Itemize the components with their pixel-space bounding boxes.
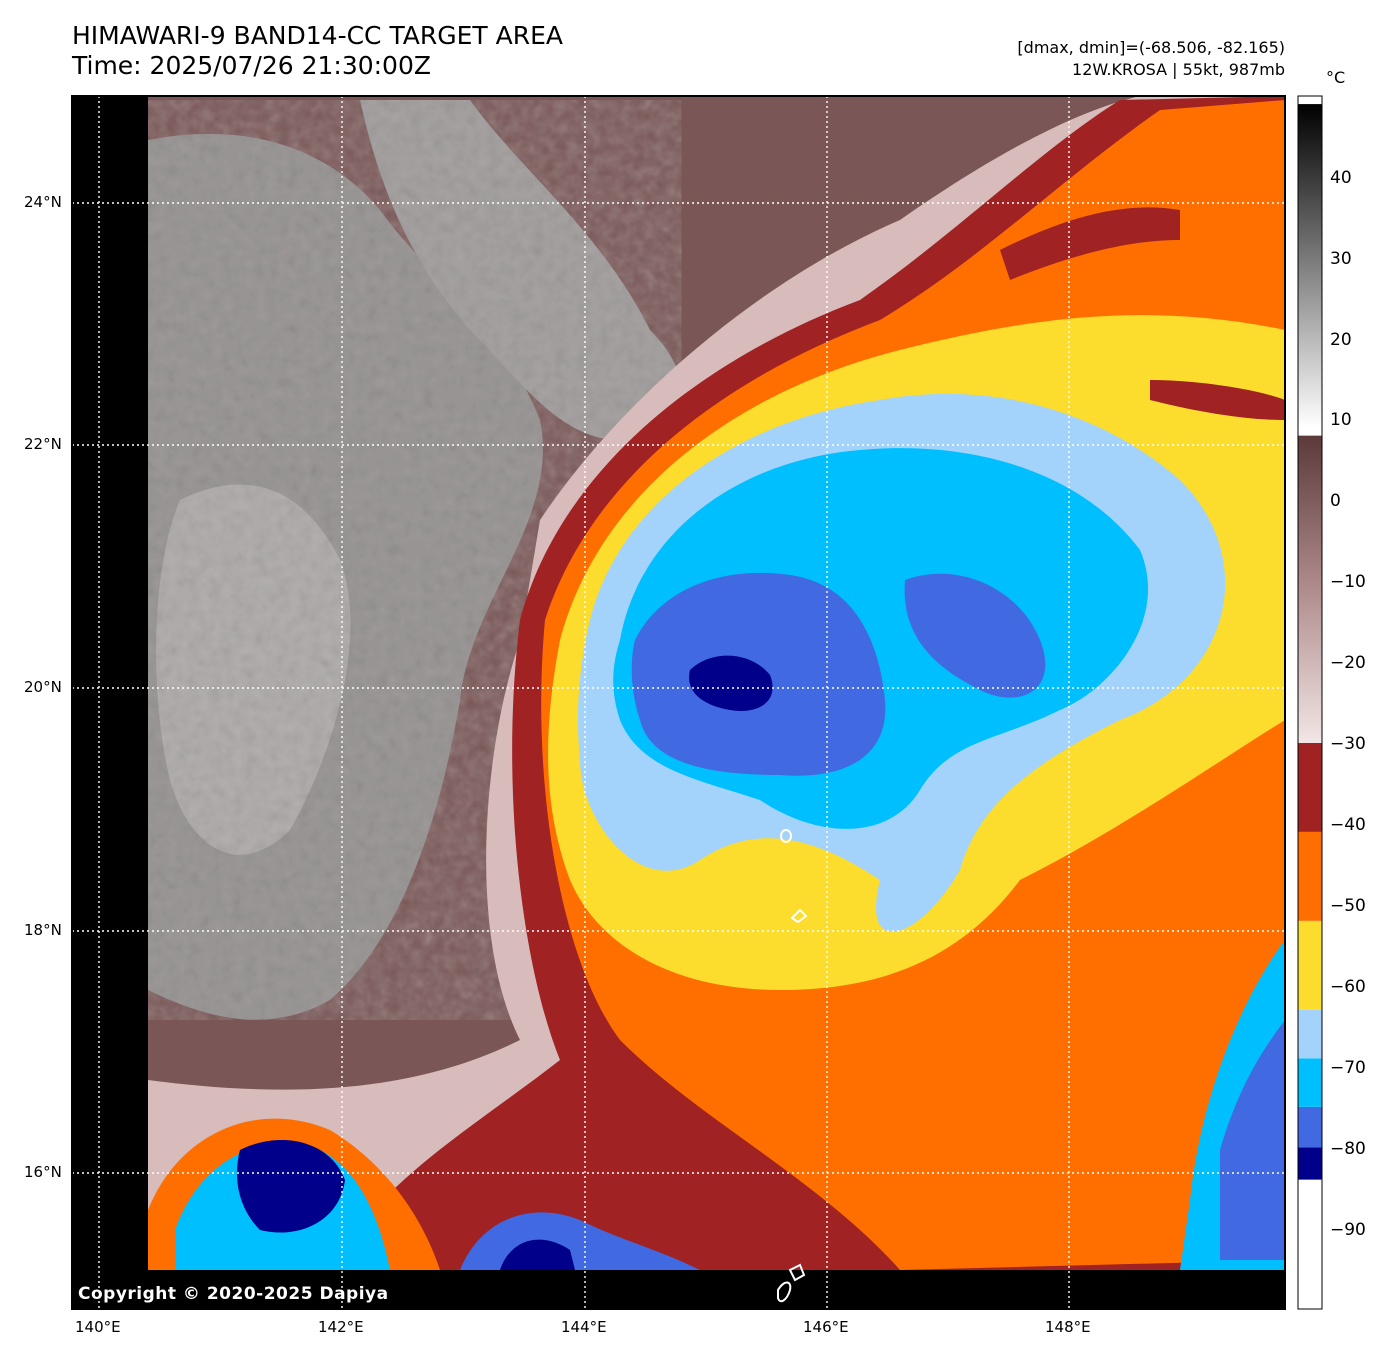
colorbar-tick: −10	[1330, 572, 1366, 592]
colorbar-tick: −80	[1330, 1139, 1366, 1159]
colorbar-tick: −40	[1330, 815, 1366, 835]
colorbar-tick: 0	[1330, 491, 1341, 511]
colorbar-tick: −30	[1330, 734, 1366, 754]
colorbar-tick: −90	[1330, 1220, 1366, 1240]
colorbar-band	[1298, 921, 1322, 1010]
colorbar-gray-gradient	[1298, 436, 1322, 743]
colorbar-bands	[1298, 104, 1322, 1309]
colorbar-band	[1298, 1058, 1322, 1107]
colorbar-bw-gradient	[1298, 104, 1322, 427]
colorbar-band	[1298, 1107, 1322, 1147]
colorbar-tick: −20	[1330, 653, 1366, 673]
colorbar-tick: −60	[1330, 977, 1366, 997]
colorbar-band	[1298, 1180, 1322, 1309]
colorbar-tick: 20	[1330, 330, 1352, 350]
colorbar-tick: −50	[1330, 896, 1366, 916]
colorbar-tick: 30	[1330, 249, 1352, 269]
colorbar-tick: −70	[1330, 1058, 1366, 1078]
colorbar-tick: 40	[1330, 168, 1352, 188]
colorbar-band	[1298, 743, 1322, 832]
colorbar-band	[1298, 1147, 1322, 1179]
colorbar-band	[1298, 1010, 1322, 1059]
colorbar-band	[1298, 832, 1322, 921]
colorbar-tick: 10	[1330, 410, 1352, 430]
